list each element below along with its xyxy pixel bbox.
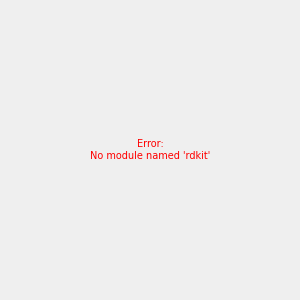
Text: Error:
No module named 'rdkit': Error: No module named 'rdkit' — [90, 139, 210, 161]
